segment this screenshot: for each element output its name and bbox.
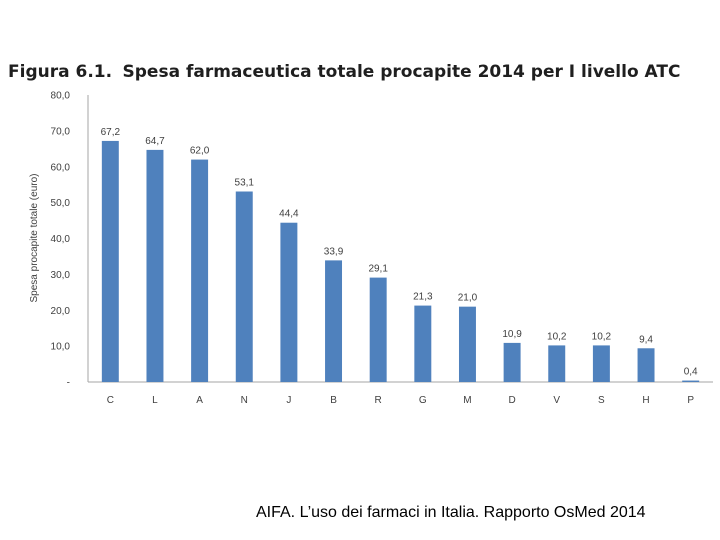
bar-chart: Figura 6.1. Spesa farmaceutica totale pr…: [8, 62, 713, 406]
data-labels: 67,2 64,7 62,0 53,1 44,4 33,9 29,1 21,3 21,0 10,9…: [101, 127, 698, 378]
y-tick-label: 80,0: [51, 91, 71, 102]
category-label-C: C: [107, 395, 114, 406]
data-label-R: 29,1: [368, 264, 388, 275]
y-tick-label: 10,0: [51, 342, 71, 353]
data-label-D: 10,9: [502, 329, 522, 340]
data-label-G: 21,3: [413, 292, 433, 303]
chart-title-text: Spesa farmaceutica totale procapite 2014…: [123, 62, 681, 82]
y-axis-label: Spesa procapite totale (euro): [29, 174, 40, 303]
data-label-A: 62,0: [190, 146, 210, 157]
bar-J: [280, 222, 298, 382]
y-tick-label: 40,0: [51, 234, 71, 245]
bar-G: [414, 305, 432, 382]
bar-V: [548, 345, 566, 382]
category-label-J: J: [286, 395, 291, 406]
data-label-J: 44,4: [279, 209, 299, 220]
category-label-R: R: [375, 395, 382, 406]
y-tick-label: 50,0: [51, 198, 71, 209]
data-label-L: 64,7: [145, 136, 165, 147]
category-label-H: H: [642, 395, 649, 406]
category-label-D: D: [508, 395, 515, 406]
category-label-S: S: [598, 395, 605, 406]
bar-D: [503, 342, 521, 382]
category-label-G: G: [419, 395, 427, 406]
bar-R: [369, 277, 387, 382]
bar-A: [191, 159, 209, 382]
category-label-L: L: [152, 395, 158, 406]
category-label-M: M: [463, 395, 471, 406]
chart-title: Figura 6.1. Spesa farmaceutica totale pr…: [8, 62, 680, 82]
y-tick-label: 20,0: [51, 306, 71, 317]
y-ticks: - 10,0 20,0 30,0 40,0 50,0 60,0 70,0 80,0: [51, 91, 71, 389]
data-label-C: 67,2: [101, 127, 121, 138]
category-label-A: A: [196, 395, 203, 406]
bars: [101, 140, 700, 382]
data-label-N: 53,1: [235, 178, 255, 189]
data-label-H: 9,4: [639, 334, 653, 345]
data-label-P: 0,4: [684, 367, 698, 378]
chart-title-prefix: Figura 6.1.: [8, 62, 112, 82]
data-label-M: 21,0: [458, 293, 478, 304]
category-label-V: V: [553, 395, 560, 406]
bar-P: [682, 380, 700, 382]
category-label-B: B: [330, 395, 337, 406]
category-label-N: N: [241, 395, 248, 406]
bar-C: [101, 140, 119, 382]
category-label-P: P: [687, 395, 694, 406]
data-label-S: 10,2: [592, 331, 612, 342]
data-label-V: 10,2: [547, 331, 567, 342]
y-tick-label: 70,0: [51, 126, 71, 137]
bar-N: [235, 191, 253, 382]
bar-H: [637, 348, 655, 382]
bar-S: [592, 345, 610, 382]
y-tick-label: 60,0: [51, 162, 71, 173]
source-caption: AIFA. L’uso dei farmaci in Italia. Rappo…: [256, 504, 646, 521]
y-tick-label: -: [67, 378, 70, 389]
bar-L: [146, 149, 164, 382]
bar-M: [458, 306, 476, 382]
data-label-B: 33,9: [324, 246, 344, 257]
y-tick-label: 30,0: [51, 270, 71, 281]
bar-B: [325, 260, 343, 382]
